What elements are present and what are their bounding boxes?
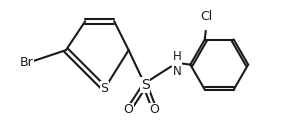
Text: O: O — [150, 103, 159, 116]
Text: Cl: Cl — [200, 10, 213, 23]
Text: S: S — [141, 78, 149, 92]
Text: H
N: H N — [173, 50, 181, 78]
Text: Br: Br — [19, 56, 33, 69]
Text: S: S — [100, 82, 109, 95]
Text: O: O — [124, 103, 134, 116]
